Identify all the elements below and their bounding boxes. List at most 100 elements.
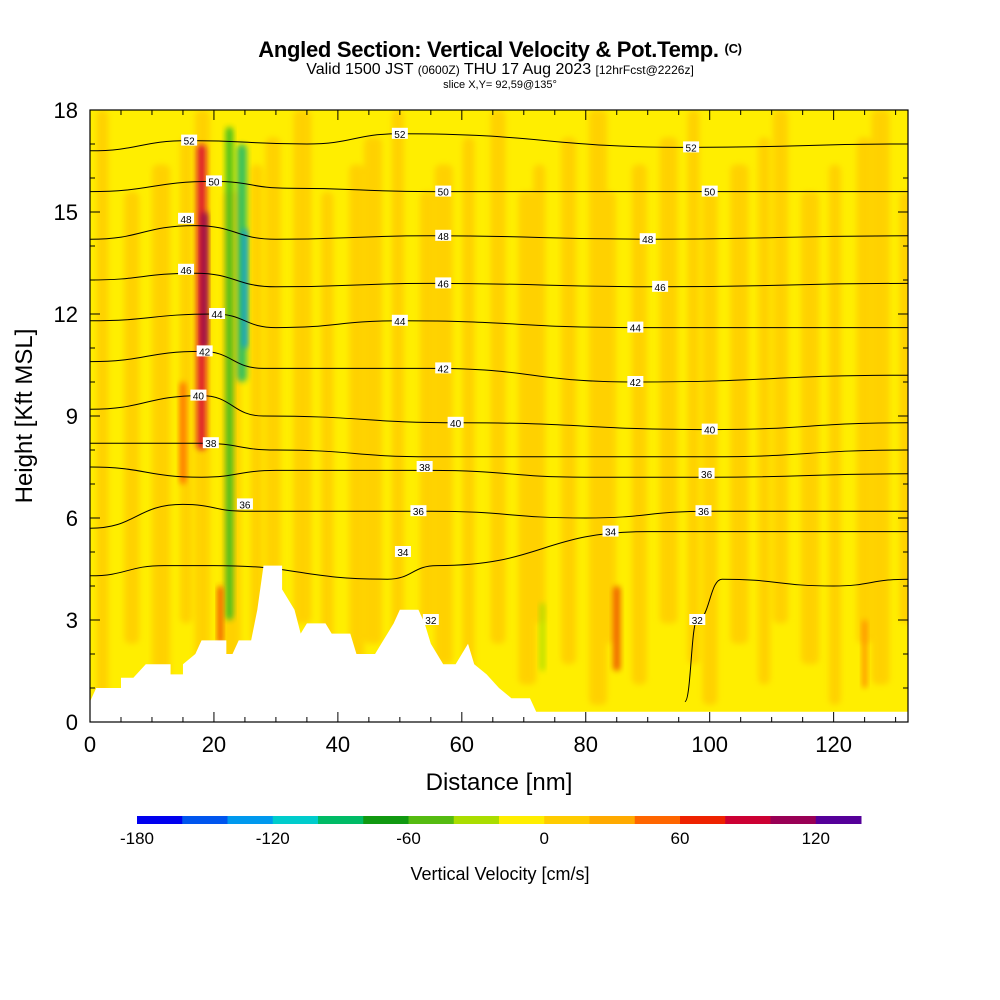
colorbar-segment	[680, 816, 726, 824]
x-tick-label: 0	[84, 732, 96, 757]
contour-label: 34	[394, 546, 411, 559]
x-tick-label: 20	[202, 732, 226, 757]
contour-label: 40	[447, 416, 464, 430]
updraft-streak	[490, 110, 506, 644]
contour-label-bg	[627, 321, 644, 333]
updraft-streak	[293, 110, 312, 624]
contour-label-text: 52	[184, 137, 196, 148]
contour-label-text: 32	[425, 616, 437, 627]
contour-label-text: 50	[208, 177, 220, 188]
theta-contour-line	[90, 503, 908, 529]
updraft-streak	[265, 137, 281, 685]
updraft-streak	[391, 110, 404, 685]
contour-label: 34	[602, 525, 619, 539]
colorbar-tick-label: -60	[396, 829, 421, 848]
colorbar-segment	[453, 816, 500, 824]
updraft-streak	[899, 191, 908, 624]
theta-contour-line	[90, 272, 908, 288]
contour-label-text: 40	[450, 419, 462, 430]
axes: Distance [nm] Height [Kft MSL] 0 20 40 60 80…	[11, 98, 852, 796]
contour-label-text: 32	[692, 616, 704, 627]
contour-label: 50	[435, 185, 452, 199]
colorbar-segment	[408, 816, 455, 824]
x-tick-label: 40	[326, 732, 350, 757]
contour-label-bg	[627, 376, 644, 387]
updraft-streak	[773, 110, 789, 624]
contour-label-text: 44	[630, 324, 642, 335]
contour-label-bg	[202, 437, 219, 449]
theta-contour-line	[90, 531, 908, 580]
y-tick-label: 3	[66, 608, 78, 633]
contour-label-text: 52	[686, 143, 698, 154]
updraft-streak	[419, 191, 435, 624]
colorbar-segment	[318, 816, 364, 824]
contour-label-text: 36	[698, 507, 710, 518]
contour-label-bg	[190, 389, 207, 401]
updraft-streak	[631, 164, 647, 685]
contour-label-bg	[701, 423, 718, 435]
contour-label-text: 48	[642, 235, 654, 246]
contour-label-bg	[689, 614, 706, 625]
velocity-core	[217, 586, 223, 644]
contour-label-text: 50	[438, 188, 450, 199]
contour-label-bg	[416, 461, 433, 472]
contour-label: 38	[202, 437, 219, 450]
updraft-streak	[603, 191, 616, 644]
colorbar-tick-label: 60	[671, 829, 690, 848]
subtitle-utc: (0600Z)	[417, 63, 460, 77]
colorbar-tick-label: 120	[802, 829, 830, 848]
updraft-streak	[687, 110, 700, 665]
chart-subtitle: Valid 1500 JST (0600Z) THU 17 Aug 2023 […	[0, 61, 1000, 79]
colorbar-tick-label: -180	[120, 829, 154, 848]
theta-contour-line	[90, 442, 908, 458]
slice-info: slice X,Y= 92,59@135°	[443, 79, 557, 91]
contour-label-bg	[178, 263, 195, 275]
contour-label-bg	[435, 362, 452, 374]
contour-label-text: 36	[701, 470, 713, 481]
contour-label: 46	[652, 280, 669, 294]
updraft-streak	[561, 137, 577, 665]
updraft-streak	[758, 137, 771, 685]
updraft-streak	[871, 110, 890, 685]
contour-label-text: 36	[239, 500, 251, 511]
contour-label-text: 40	[193, 392, 205, 403]
contour-label: 48	[178, 212, 195, 226]
contour-label-bg	[422, 614, 439, 625]
theta-contour-line	[90, 225, 908, 240]
contour-label-text: 52	[394, 130, 406, 141]
chart-title: Angled Section: Vertical Velocity & Pot.…	[0, 37, 1000, 63]
colorbar: Vertical Velocity [cm/s] -180 -120 -60 0 60 1…	[120, 816, 862, 884]
y-tick-label: 6	[66, 506, 78, 531]
contour-label-bg	[391, 127, 408, 139]
contour-label: 32	[422, 614, 439, 627]
contour-label-text: 46	[438, 279, 450, 290]
contour-label: 44	[209, 308, 226, 321]
contour-label-bg	[205, 175, 222, 187]
contour-label-text: 48	[438, 232, 450, 243]
colorbar-segment	[725, 816, 771, 824]
colorbar-segment	[363, 816, 409, 824]
updraft-streak	[856, 137, 872, 644]
colorbar-segment	[770, 816, 817, 824]
updraft-streak	[349, 164, 365, 705]
x-axis-label: Distance [nm]	[426, 769, 573, 796]
contour-label-bg	[435, 185, 452, 197]
velocity-core	[201, 212, 208, 348]
x-tick-label: 100	[691, 732, 728, 757]
contour-label-text: 40	[704, 426, 716, 437]
updraft-streak	[321, 191, 334, 665]
contour-label-text: 38	[205, 439, 217, 450]
contour-label: 42	[627, 376, 644, 389]
contour-labels: 52 52 52 50 50 50 48 48 48 46 46 46 44 44 44 42 42 42 40 40…	[178, 127, 718, 627]
contour-label-bg	[602, 525, 619, 537]
terrain	[90, 565, 908, 722]
updraft-streak	[800, 191, 819, 665]
updraft-streak	[364, 137, 383, 644]
contour-label-bg	[701, 185, 718, 197]
velocity-core	[862, 620, 868, 688]
contour-label: 46	[178, 263, 195, 277]
contour-label-text: 44	[211, 310, 223, 321]
contour-label-bg	[391, 314, 408, 326]
colorbar-segment	[227, 816, 274, 824]
